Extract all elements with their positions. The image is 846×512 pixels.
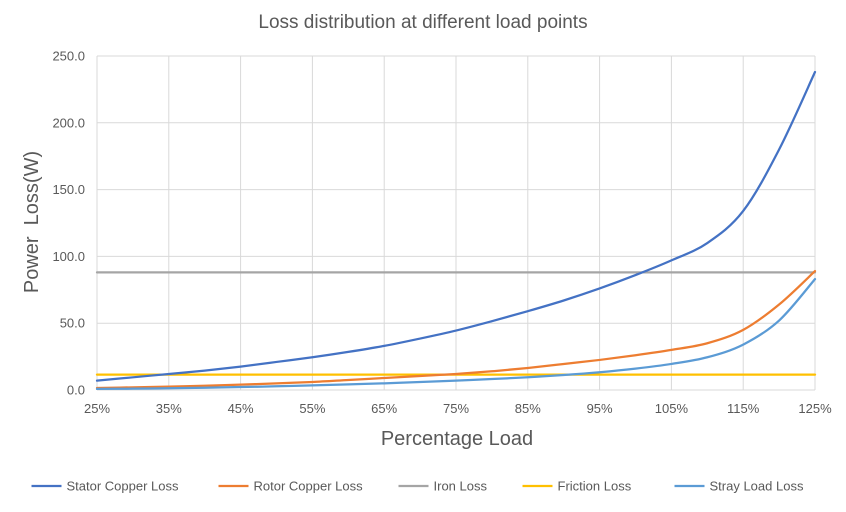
legend-item-rotor-copper-loss: Rotor Copper Loss [218, 479, 364, 494]
series-line-stator-copper-loss [95, 70, 817, 382]
legend-label: Iron Loss [434, 479, 488, 494]
y-tick-label: 200.0 [52, 115, 85, 130]
x-axis-ticks: 25% 35% 45% 55% 65% 75% 85% 95% 105% 115% 125% [84, 401, 832, 416]
legend-item-stray-load-loss: Stray Load Loss [674, 479, 804, 494]
y-axis-title: Power Loss(W) [21, 151, 43, 293]
x-tick-label: 75% [443, 401, 469, 416]
x-tick-label: 25% [84, 401, 110, 416]
series-lines [95, 70, 817, 391]
x-tick-label: 35% [156, 401, 182, 416]
series-line-rotor-copper-loss [95, 269, 817, 390]
legend-item-stator-copper-loss: Stator Copper Loss [31, 479, 180, 494]
x-tick-label: 55% [299, 401, 325, 416]
x-axis-title: Percentage Load [381, 428, 533, 450]
gridlines [96, 55, 816, 391]
x-tick-label: 125% [798, 401, 832, 416]
legend-label: Friction Loss [558, 479, 632, 494]
legend-item-friction-loss: Friction Loss [522, 479, 632, 494]
x-tick-label: 95% [587, 401, 613, 416]
x-tick-label: 65% [371, 401, 397, 416]
legend: Stator Copper Loss Rotor Copper Loss Iron … [31, 479, 804, 494]
y-tick-label: 250.0 [52, 49, 85, 64]
x-tick-label: 45% [228, 401, 254, 416]
y-axis-ticks: 0.0 50.0 100.0 150.0 200.0 250.0 [52, 49, 85, 398]
series-line-stray-load-loss [95, 277, 817, 391]
chart-title: Loss distribution at different load poin… [258, 12, 587, 33]
legend-label: Stator Copper Loss [67, 479, 180, 494]
x-tick-label: 105% [655, 401, 689, 416]
y-tick-label: 50.0 [60, 316, 85, 331]
legend-item-iron-loss: Iron Loss [398, 479, 488, 494]
y-tick-label: 100.0 [52, 249, 85, 264]
x-tick-label: 85% [515, 401, 541, 416]
legend-label: Rotor Copper Loss [254, 479, 364, 494]
x-tick-label: 115% [727, 401, 760, 416]
legend-label: Stray Load Loss [710, 479, 804, 494]
y-tick-label: 150.0 [52, 182, 85, 197]
y-tick-label: 0.0 [67, 383, 85, 398]
